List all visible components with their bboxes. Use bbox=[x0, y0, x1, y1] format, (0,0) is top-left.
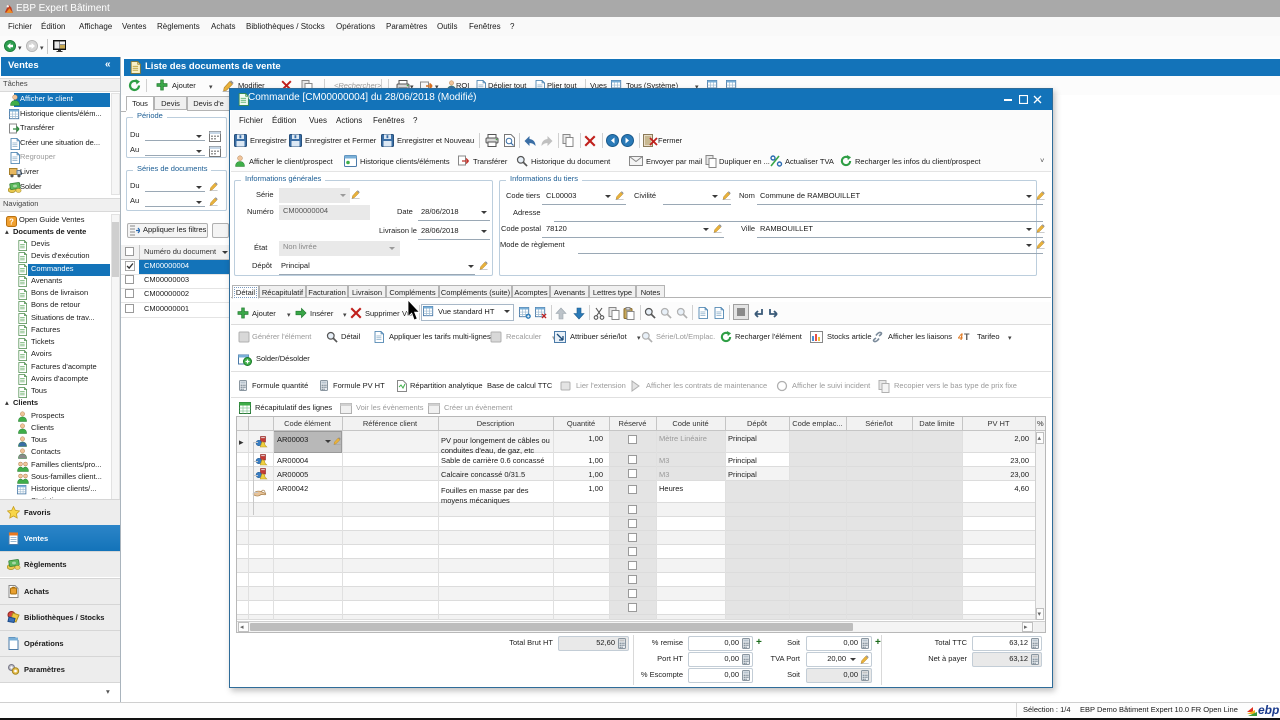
svg-text:4: 4 bbox=[958, 332, 963, 342]
svg-text:?: ? bbox=[9, 217, 14, 226]
svg-text:T: T bbox=[964, 332, 970, 342]
